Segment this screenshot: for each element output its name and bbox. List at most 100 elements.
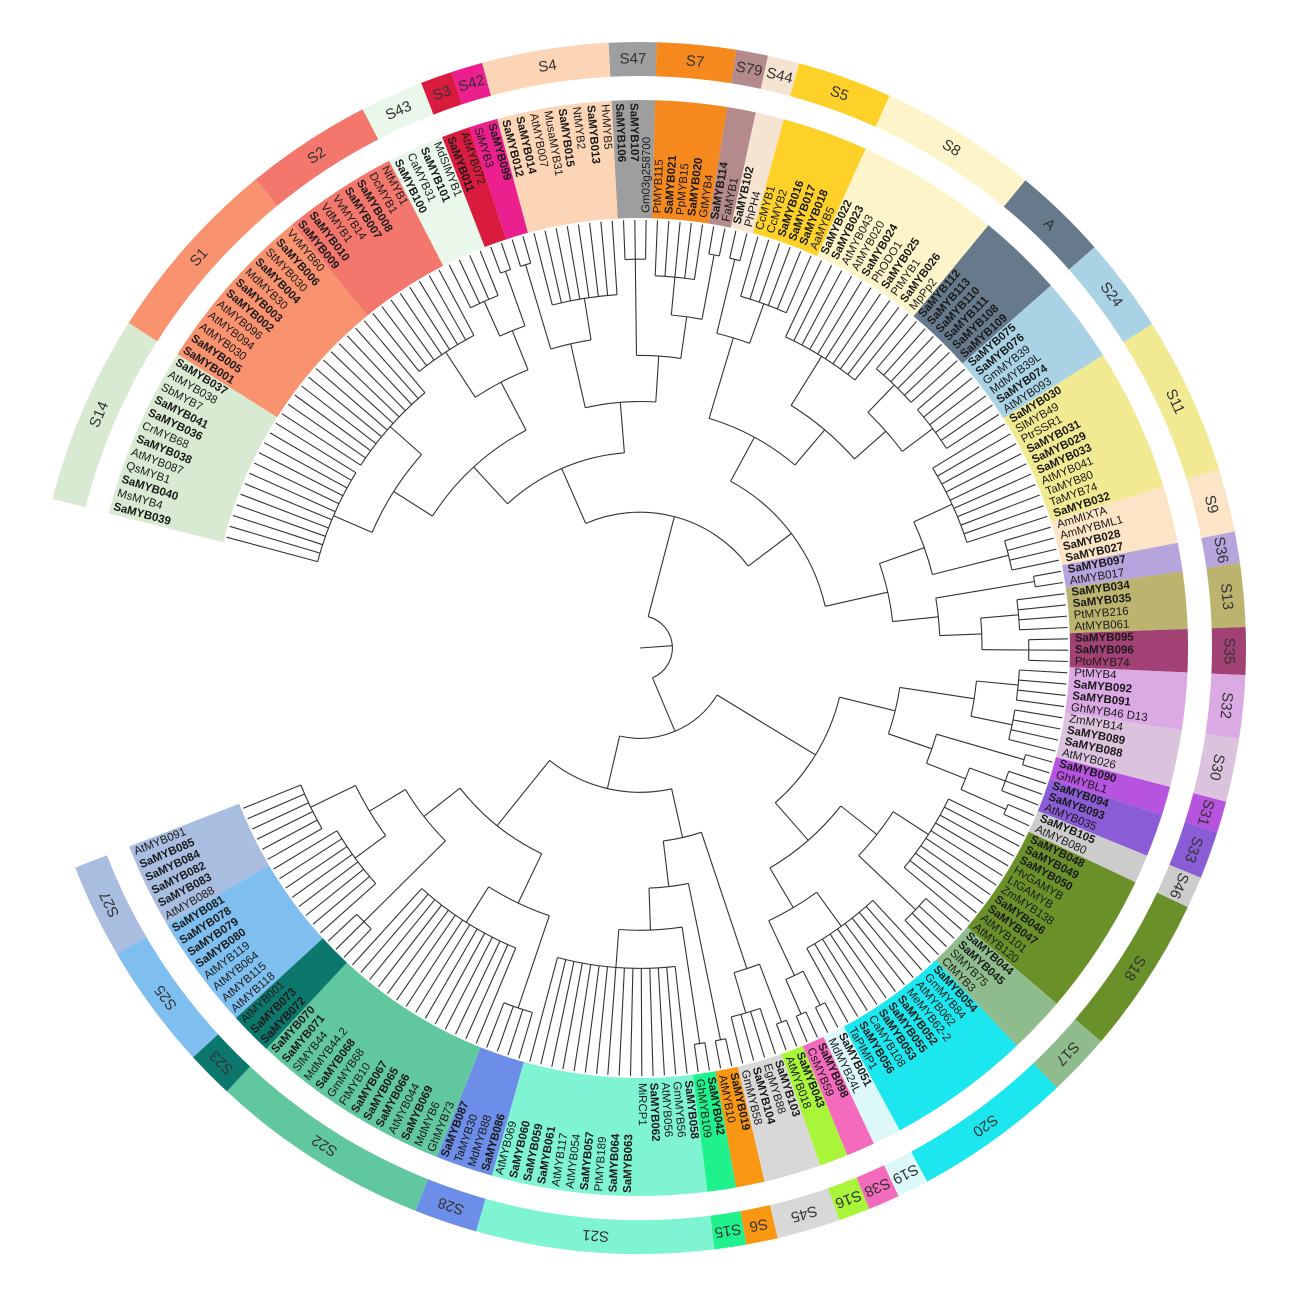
clade-band-s2 (292, 160, 444, 316)
tree-branch (932, 467, 968, 543)
tree-branch (381, 306, 427, 366)
tree-branch (584, 965, 600, 1073)
tree-branch (872, 900, 931, 963)
tree-branch (253, 462, 340, 505)
tree-branch (816, 891, 842, 927)
tree-branch (298, 861, 359, 908)
clade-band-s42 (469, 118, 528, 240)
tree-branch (555, 228, 572, 302)
tree-branch (806, 899, 874, 949)
clade-band-s25 (167, 865, 323, 1018)
tree-branch (455, 940, 501, 1035)
tree-branch (769, 805, 842, 869)
tree-branch (923, 377, 973, 418)
clade-band-s44 (730, 112, 784, 234)
tree-branch (483, 301, 501, 337)
tree-branch (517, 915, 550, 1009)
taxon-label: SaMYB035 (1072, 592, 1132, 610)
tree-branch (1016, 593, 1065, 601)
tree-branch (858, 912, 914, 978)
tree-branch (716, 259, 736, 334)
tree-branch (312, 876, 370, 925)
subfamily-segment-s25 (117, 936, 219, 1058)
tree-branch (1035, 581, 1064, 588)
subfamily-segment-s5 (790, 63, 890, 127)
tree-branch (500, 268, 511, 274)
tree-branch (355, 327, 419, 399)
tree-branch (718, 228, 726, 257)
tree-branch (566, 226, 581, 300)
tree-branch (729, 230, 737, 259)
tree-branch (615, 929, 620, 968)
tree-branch (540, 959, 567, 1065)
tree-branch (377, 904, 443, 988)
tree-branch (815, 1002, 826, 1008)
tree-branch (790, 404, 855, 460)
tree-branch (767, 247, 791, 306)
tree-branch (883, 328, 926, 376)
tree-branch (941, 443, 1017, 485)
tree-branch (287, 403, 366, 459)
tree-branch (356, 913, 372, 930)
tree-branch (775, 1023, 787, 1051)
tree-branch (469, 255, 490, 300)
clade-band-s27 (129, 803, 269, 925)
subfamily-label-s35: S35 (1220, 638, 1237, 665)
tree-branch (671, 314, 703, 320)
tree-branch (500, 381, 527, 431)
subfamily-segment-s23 (193, 1034, 251, 1092)
tree-branch (561, 468, 587, 524)
tree-branch (232, 514, 323, 546)
tree-branch (262, 819, 318, 850)
tree-branch (1019, 626, 1068, 631)
subfamily-segment-s3 (421, 72, 462, 115)
tree-branch (244, 483, 333, 521)
subfamily-segment-s33 (1169, 822, 1218, 878)
clade-band-s13 (1065, 571, 1188, 634)
taxon-label: HvMYB5 (599, 104, 614, 150)
subfamily-label-s15: S15 (713, 1220, 742, 1241)
tree-branch (496, 1006, 514, 1052)
tree-branch (256, 811, 314, 840)
tree-branch (730, 436, 755, 482)
subfamily-segment-s32 (1205, 673, 1246, 739)
tree-branch (504, 271, 526, 327)
tree-branch (817, 281, 862, 355)
tree-branch (618, 967, 625, 1076)
tree-branch (758, 243, 781, 303)
tree-branch (396, 914, 456, 1001)
tree-branches (226, 219, 1069, 1077)
tree-branch (824, 1002, 839, 1028)
tree-branch (963, 505, 1044, 535)
tree-branch (909, 859, 977, 914)
tree-branch (570, 343, 586, 408)
tree-branch (517, 853, 543, 904)
clade-band-s38 (802, 1036, 874, 1156)
taxon-label: SaMYB092 (1073, 679, 1133, 696)
tree-branch (693, 224, 704, 280)
tree-branch (930, 830, 1003, 877)
tree-branch (730, 1016, 744, 1064)
tree-branch (768, 920, 795, 976)
taxon-label: PtMYB115 (652, 159, 666, 214)
tree-branch (315, 368, 388, 431)
subfamily-segment-s2 (255, 109, 379, 206)
tree-branch (1010, 729, 1059, 741)
tree-branch (310, 785, 356, 808)
taxon-label: SaMYB021 (663, 154, 679, 214)
tree-branch (1005, 780, 1043, 795)
clade-band-s36 (1062, 542, 1183, 588)
tree-branch (229, 525, 321, 554)
tree-branch (242, 784, 302, 809)
tree-branch (346, 335, 413, 405)
subfamily-segment-s79 (731, 49, 768, 89)
tree-branch (507, 1009, 524, 1056)
subfamily-segment-s35 (1211, 627, 1246, 676)
clade-band-s46 (1028, 811, 1148, 883)
tree-branch (387, 909, 449, 994)
clade-band-s15 (692, 1071, 737, 1192)
tree-branch (932, 554, 1009, 576)
tree-branch (399, 293, 443, 356)
tree-branch (1032, 576, 1036, 587)
tree-branch (714, 1040, 722, 1069)
